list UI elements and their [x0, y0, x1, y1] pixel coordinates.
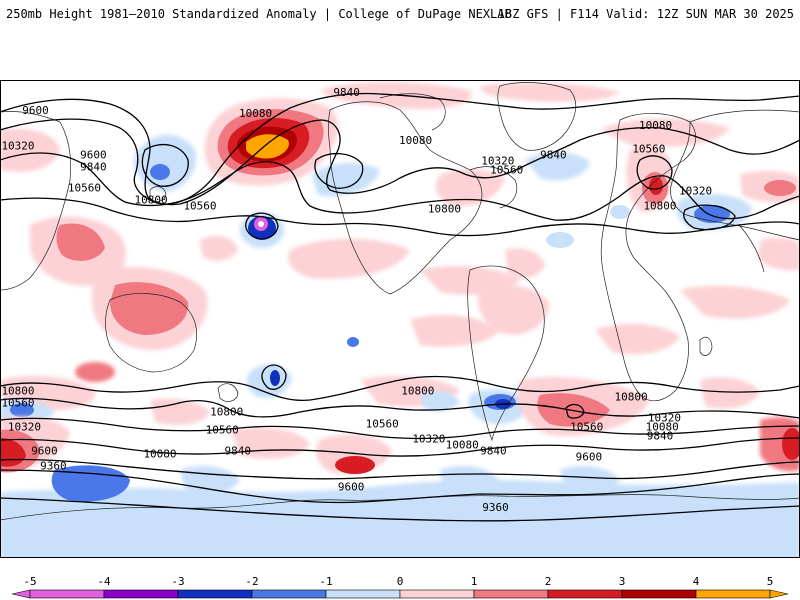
colorbar-swatch	[29, 589, 105, 599]
colorbar-tick-label: -3	[171, 575, 184, 588]
colorbar-min-arrow	[11, 589, 31, 599]
contour-label: 10080	[639, 119, 672, 132]
contour-label: 9840	[333, 86, 360, 99]
contour-label: 9840	[225, 444, 252, 457]
contour-label: 9360	[482, 501, 509, 514]
colorbar-tick-label: -5	[23, 575, 36, 588]
contour-label: 10560	[206, 424, 239, 437]
contour-label: 10560	[366, 418, 399, 431]
contour-label: 10560	[570, 421, 603, 434]
contour-label: 9840	[480, 444, 507, 457]
colorbar-swatch	[547, 589, 623, 599]
colorbar-tick-label: -1	[319, 575, 332, 588]
colorbar-tick-label: 2	[545, 575, 552, 588]
contour-label: 10080	[239, 107, 272, 120]
contour-label: 10080	[143, 447, 176, 460]
contour-label: 10800	[135, 194, 168, 207]
contour-label: 9600	[576, 450, 603, 463]
colorbar-swatch	[399, 589, 475, 599]
contour-label: 10320	[679, 185, 712, 198]
contour-label: 10080	[399, 134, 432, 147]
colorbar-swatch	[621, 589, 697, 599]
contour-label: 9600	[338, 480, 365, 493]
colorbar-max-arrow	[769, 589, 789, 599]
contour-label: 10320	[1, 140, 34, 153]
contour-label: 10320	[481, 155, 514, 168]
colorbar-tick-label: 3	[619, 575, 626, 588]
contour-label: 10320	[412, 433, 445, 446]
contour-label: 10080	[446, 438, 479, 451]
anomaly-colorbar: -5 -4 -3 -2 -1 0 1 2 3 4 5	[11, 575, 789, 599]
height-contours	[0, 92, 800, 522]
contour-label: 10800	[401, 385, 434, 398]
colorbar-swatch	[695, 589, 771, 599]
contour-label: 10800	[210, 406, 243, 419]
colorbar-tick-label: -4	[97, 575, 111, 588]
colorbar-swatch	[103, 589, 179, 599]
contour-label: 10560	[1, 397, 34, 410]
contour-label: 10560	[183, 199, 216, 212]
colorbar-swatch	[177, 589, 253, 599]
map-title: 250mb Height 1981–2010 Standardized Anom…	[6, 7, 512, 21]
colorbar-swatch	[325, 589, 401, 599]
contour-label: 10080	[646, 421, 679, 434]
colorbar-tick-label: 1	[471, 575, 478, 588]
colorbar-tick-label: -2	[245, 575, 258, 588]
contour-label: 10800	[643, 199, 676, 212]
contour-label: 10560	[68, 182, 101, 195]
contour-label: 10800	[428, 202, 461, 215]
contour-label: 9360	[40, 459, 67, 472]
contour-label: 9840	[80, 161, 107, 174]
contour-label: 10320	[8, 421, 41, 434]
map-header: 250mb Height 1981–2010 Standardized Anom…	[0, 0, 800, 30]
colorbar-tick-label: 4	[693, 575, 700, 588]
contour-label: 10560	[632, 143, 665, 156]
contour-label: 9600	[22, 104, 49, 117]
colorbar-swatches	[11, 589, 789, 599]
contour-label: 10800	[615, 391, 648, 404]
contour-label: 9600	[31, 444, 58, 457]
colorbar-swatch	[473, 589, 549, 599]
contour-label: 9600	[80, 149, 107, 162]
contour-label: 9840	[647, 430, 674, 443]
contour-label: 10320	[648, 412, 681, 425]
contour-label: 10560	[490, 164, 523, 177]
colorbar-swatch	[251, 589, 327, 599]
colorbar-tick-label: 5	[767, 575, 774, 588]
contour-label: 9840	[540, 149, 567, 162]
contour-label: 10800	[1, 385, 34, 398]
colorbar-tick-labels: -5 -4 -3 -2 -1 0 1 2 3 4 5	[23, 575, 773, 588]
model-valid-time: 18Z GFS | F114 Valid: 12Z SUN MAR 30 202…	[497, 7, 794, 21]
colorbar-tick-label: 0	[397, 575, 404, 588]
